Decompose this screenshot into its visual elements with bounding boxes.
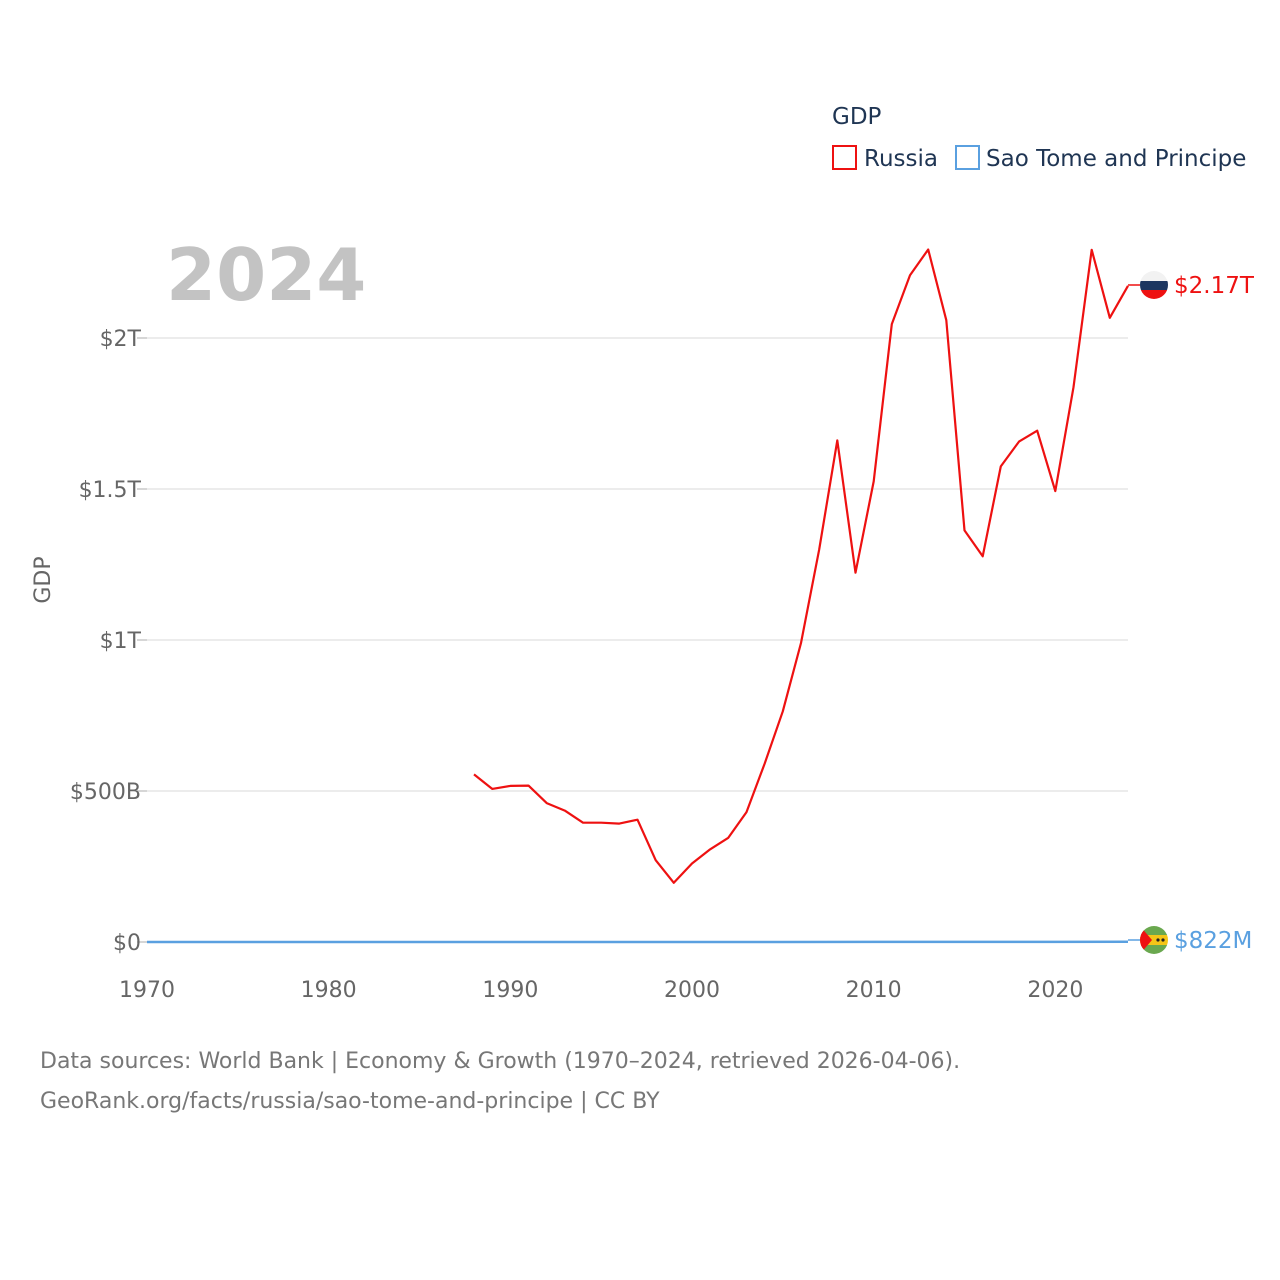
- y-tick-label: $0: [113, 931, 141, 956]
- x-axis-ticks: 1970 1980 1990 2000 2010 2020: [119, 978, 1083, 1003]
- russia-end-label: $2.17T: [1174, 273, 1255, 299]
- x-tick-label: 1990: [482, 978, 538, 1003]
- legend: GDP Russia Sao Tome and Principe: [832, 104, 1246, 172]
- sao-tome-flag-icon: [1140, 926, 1168, 954]
- legend-title: GDP: [832, 104, 882, 130]
- footer-attribution[interactable]: GeoRank.org/facts/russia/sao-tome-and-pr…: [40, 1082, 1240, 1122]
- legend-label-russia: Russia: [864, 146, 938, 172]
- y-axis-ticks: $0 $500B $1T $1.5T $2T: [70, 327, 147, 956]
- year-watermark: 2024: [166, 233, 366, 317]
- x-tick-label: 2010: [846, 978, 902, 1003]
- footer-sources: Data sources: World Bank | Economy & Gro…: [40, 1042, 1240, 1082]
- x-tick-label: 2000: [664, 978, 720, 1003]
- y-axis-title: GDP: [31, 556, 56, 603]
- x-tick-label: 1980: [301, 978, 357, 1003]
- y-tick-label: $2T: [100, 327, 142, 352]
- legend-item-russia[interactable]: Russia: [833, 146, 938, 172]
- series-layer: [147, 250, 1128, 943]
- russia-flag-icon: [1140, 271, 1168, 300]
- x-tick-label: 1970: [119, 978, 175, 1003]
- legend-swatch-sao-tome: [956, 146, 979, 169]
- sao-tome-end-label: $822M: [1174, 928, 1252, 954]
- x-tick-label: 2020: [1027, 978, 1083, 1003]
- legend-swatch-russia: [833, 146, 856, 169]
- gridlines: [147, 338, 1128, 791]
- y-tick-label: $1T: [100, 629, 142, 654]
- legend-label-sao-tome: Sao Tome and Principe: [986, 146, 1246, 172]
- y-tick-label: $1.5T: [79, 478, 142, 503]
- series-line-russia: [474, 250, 1128, 883]
- legend-item-sao-tome[interactable]: Sao Tome and Principe: [956, 146, 1246, 172]
- footer: Data sources: World Bank | Economy & Gro…: [40, 1042, 1240, 1122]
- y-tick-label: $500B: [70, 780, 141, 805]
